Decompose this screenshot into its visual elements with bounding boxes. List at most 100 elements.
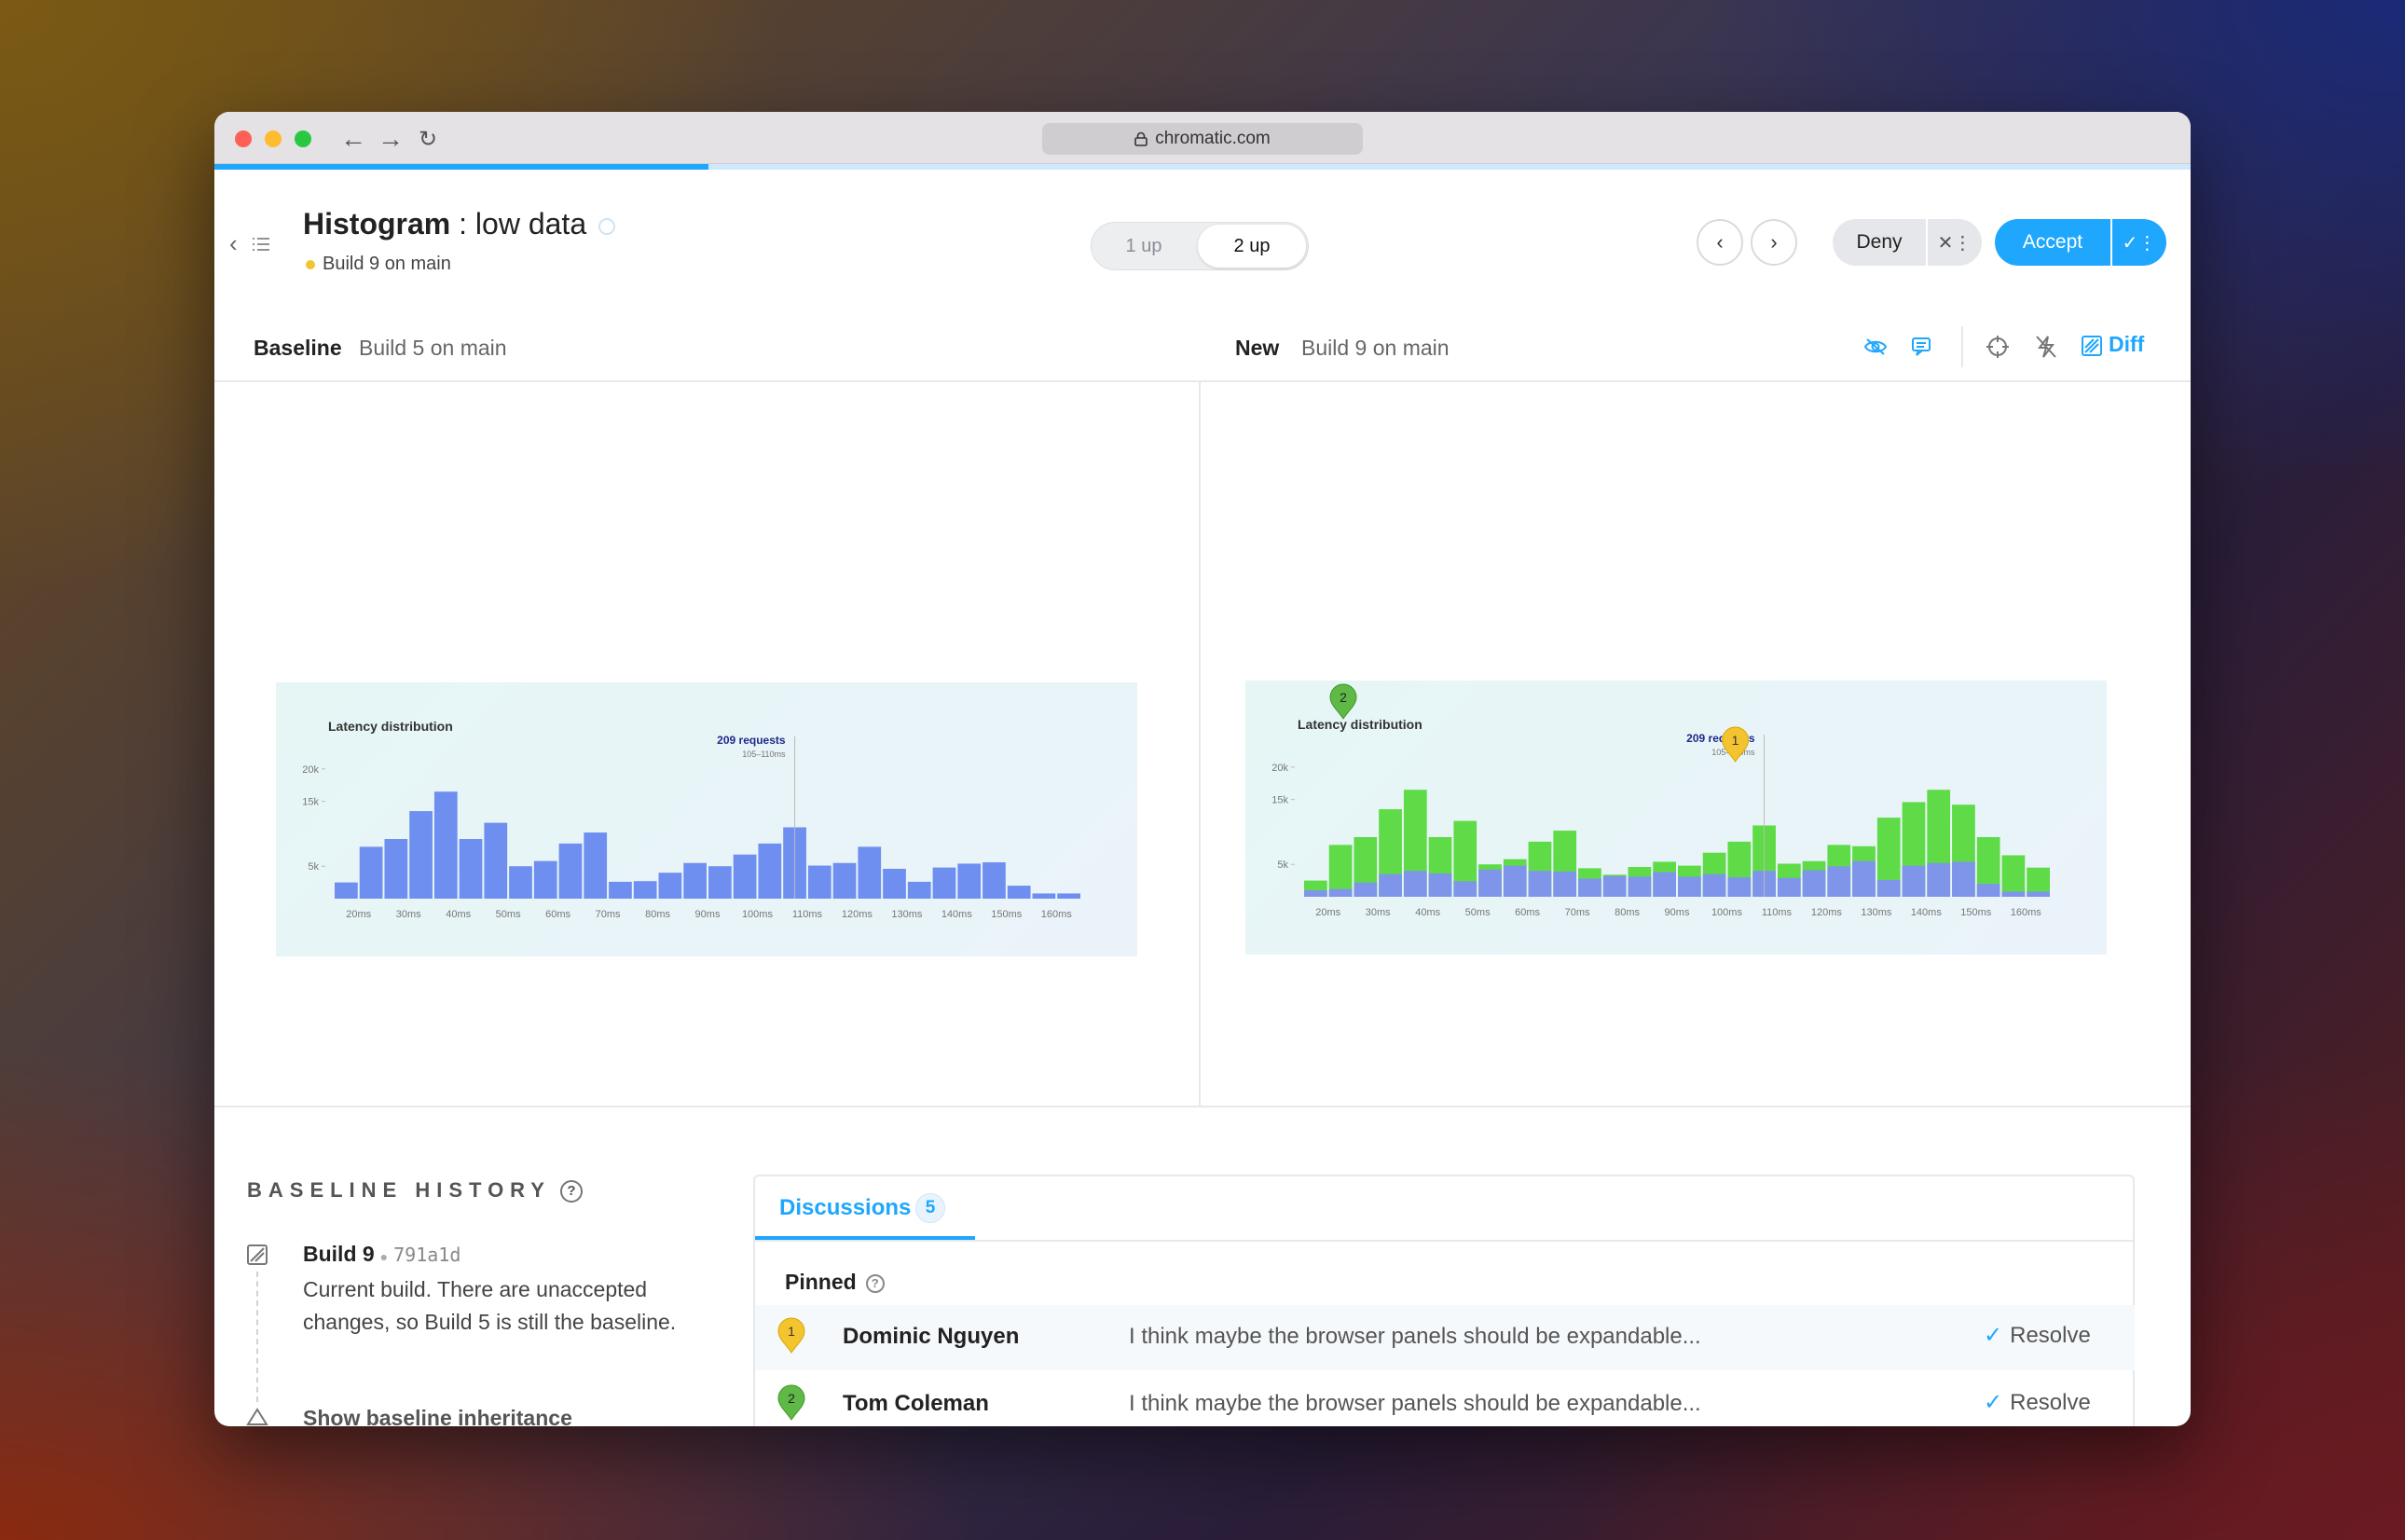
baseline-history-heading: BASELINE HISTORY? <box>247 1178 583 1203</box>
histogram-bar <box>1702 873 1726 897</box>
resolve-button[interactable]: ✓ Resolve <box>1984 1389 2091 1416</box>
history-build-row: Build 9 ● 791a1d <box>303 1242 460 1267</box>
y-tick-label: 15k <box>1271 795 1288 806</box>
histogram-bar <box>1578 878 1601 897</box>
discussion-preview: I think maybe the browser panels should … <box>1129 1324 1701 1349</box>
browser-window: ← → ↻ chromatic.com ‹ Histogram : low da… <box>214 112 2191 1426</box>
diff-icon <box>2082 335 2102 356</box>
x-tick-label: 150ms <box>1960 907 1992 918</box>
x-tick-label: 110ms <box>1762 907 1793 918</box>
back-chevron-icon[interactable]: ‹ <box>229 229 238 257</box>
histogram-bar <box>1553 871 1577 897</box>
pin-2-number: 2 <box>788 1391 795 1406</box>
histogram-bar <box>1678 876 1701 897</box>
inheritance-icon <box>246 1408 268 1425</box>
histogram-bar <box>633 881 657 899</box>
x-tick-label: 40ms <box>446 909 471 920</box>
back-arrow-icon[interactable]: ← <box>340 124 366 153</box>
new-build: Build 9 on main <box>1301 336 1450 360</box>
tabs-divider <box>755 1240 2135 1242</box>
view-2-up-button[interactable]: 2 up <box>1198 225 1306 268</box>
histogram-bar <box>1876 879 1901 897</box>
histogram-bar <box>983 862 1006 899</box>
resolve-button[interactable]: ✓ Resolve <box>1984 1322 2091 1349</box>
forward-arrow-icon[interactable]: → <box>378 124 404 153</box>
strobe-off-icon[interactable] <box>2032 333 2060 361</box>
loading-progress-fill <box>214 164 708 170</box>
histogram-bar <box>1328 888 1353 897</box>
help-icon[interactable]: ? <box>559 1180 583 1203</box>
pinned-help-icon[interactable]: ? <box>865 1273 885 1293</box>
histogram-bar <box>957 863 982 899</box>
view-mode-toggle: 1 up 2 up <box>1091 222 1309 270</box>
histogram-bar <box>883 869 906 899</box>
histogram-bar <box>1453 881 1477 897</box>
histogram-bar <box>1602 875 1627 897</box>
accept-button[interactable]: Accept <box>1995 219 2110 266</box>
histogram-bar <box>1852 860 1876 897</box>
pinned-heading: Pinned? <box>785 1270 885 1295</box>
chevron-right-icon: › <box>1770 230 1778 254</box>
deny-button[interactable]: Deny <box>1833 219 1926 266</box>
status-dot-icon <box>306 259 315 269</box>
x-tick-label: 40ms <box>1415 907 1440 918</box>
crosshair-icon[interactable] <box>1984 333 2012 361</box>
pin-number: 1 <box>1732 733 1739 748</box>
histogram-bar <box>1777 877 1801 897</box>
discussion-row-1[interactable]: 1 Dominic Nguyen I think maybe the brows… <box>755 1305 2135 1370</box>
histogram-bar <box>533 860 557 899</box>
address-bar[interactable]: chromatic.com <box>1042 123 1363 155</box>
histogram-bar <box>433 791 458 899</box>
histogram-bar <box>2001 855 2026 897</box>
comments-icon[interactable] <box>1909 333 1937 361</box>
show-inheritance-link[interactable]: Show baseline inheritance <box>303 1406 572 1426</box>
histogram-bar <box>459 839 483 899</box>
diff-toggle[interactable]: Diff <box>2081 332 2144 357</box>
view-1-up-button[interactable]: 1 up <box>1125 235 1162 256</box>
x-tick-label: 80ms <box>645 909 670 920</box>
pin-shape <box>1722 726 1750 763</box>
x-tick-label: 130ms <box>1861 907 1892 918</box>
history-build-name[interactable]: Build 9 <box>303 1242 375 1266</box>
hide-eye-icon[interactable] <box>1862 333 1890 361</box>
histogram-bar <box>708 866 732 899</box>
discussions-panel: Discussions 5 Pinned? 1 Dominic Nguyen I… <box>753 1175 2135 1426</box>
separator-dot: ● <box>379 1249 389 1264</box>
histogram-bar <box>758 843 782 899</box>
pin-2-marker: 2 <box>1329 683 1357 720</box>
history-build-hash: 791a1d <box>393 1244 461 1266</box>
x-tick-label: 90ms <box>695 909 721 920</box>
story-link-icon[interactable] <box>598 217 615 235</box>
minimize-window-button[interactable] <box>265 131 282 147</box>
baseline-history-title: BASELINE HISTORY <box>247 1178 551 1202</box>
build-status-text: Build 9 on main <box>323 254 451 274</box>
pin-1-icon: 1 <box>777 1317 805 1354</box>
reload-icon[interactable]: ↻ <box>418 126 438 152</box>
comparison-header <box>214 298 2191 382</box>
title-separator: : <box>459 207 468 241</box>
discussion-row-2[interactable]: 2 Tom Coleman I think maybe the browser … <box>755 1372 2135 1426</box>
baseline-pane: Latency distribution 20k 15k 5k 20ms 30ms 40ms… <box>214 382 1201 1107</box>
tab-discussions[interactable]: Discussions 5 <box>755 1176 975 1240</box>
x-tick-label: 50ms <box>496 909 521 920</box>
toolbar-divider <box>1961 326 1963 367</box>
x-tick-label: 160ms <box>2011 907 2042 918</box>
list-icon[interactable] <box>252 237 270 252</box>
new-pane: Latency distribution 20k 15k 5k 20ms 30ms 40ms… <box>1202 382 2191 1107</box>
histogram-bar <box>858 846 882 899</box>
build-diff-icon <box>247 1244 268 1265</box>
histogram-bar <box>1628 876 1652 897</box>
lock-icon <box>1134 131 1148 146</box>
x-tick-label: 30ms <box>396 909 421 920</box>
histogram-bar <box>1057 893 1080 899</box>
previous-story-button[interactable]: ‹ <box>1697 219 1743 266</box>
accept-batch-button[interactable]: ✓⋮ <box>2112 219 2166 266</box>
deny-batch-button[interactable]: ✕⋮ <box>1928 219 1982 266</box>
zoom-window-button[interactable] <box>295 131 311 147</box>
next-story-button[interactable]: › <box>1751 219 1797 266</box>
close-window-button[interactable] <box>235 131 252 147</box>
new-snapshot: Latency distribution 20k 15k 5k 20ms 30ms 40ms… <box>1245 681 2107 955</box>
x-tick-label: 110ms <box>792 909 823 920</box>
histogram-bar <box>832 862 857 899</box>
discussion-author: Dominic Nguyen <box>843 1324 1020 1349</box>
